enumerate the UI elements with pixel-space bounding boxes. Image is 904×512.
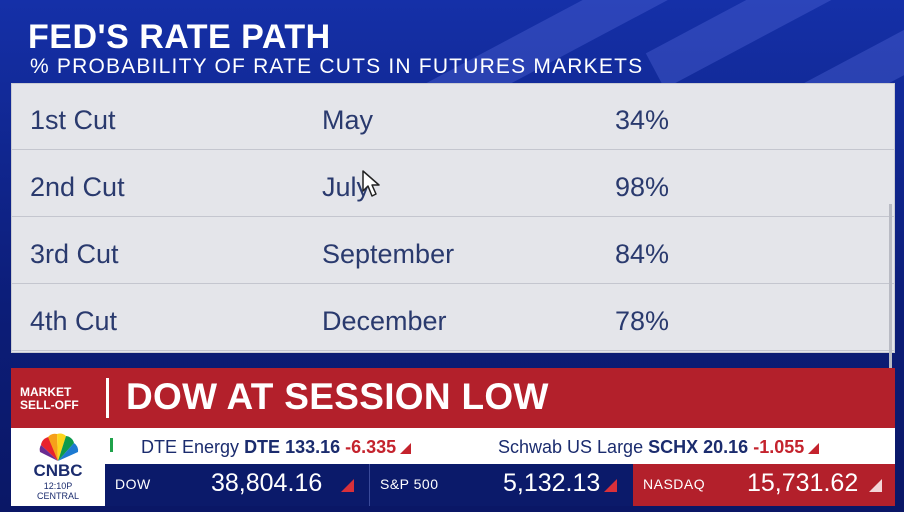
time-value: 12:10P (43, 481, 73, 491)
cut-cell: 2nd Cut (30, 172, 125, 202)
month-cell: July (322, 172, 371, 202)
network-name: CNBC (33, 461, 83, 480)
index-dow: DOW 38,804.16 (105, 464, 369, 506)
index-name: NASDAQ (643, 476, 706, 492)
probability-cell: 34% (615, 105, 670, 135)
down-triangle-icon (341, 479, 354, 492)
time-zone: CENTRAL (36, 491, 79, 501)
pointer-cursor-icon (362, 170, 380, 197)
stock-ticker: DTE Energy DTE 133.16 -6.335 Schwab US L… (105, 428, 895, 464)
cnbc-peacock-icon (39, 433, 79, 461)
page-title: FED'S RATE PATH (28, 18, 331, 56)
month-cell: May (322, 105, 374, 135)
table-row: 4th Cut December 78% (12, 285, 894, 351)
down-triangle-icon (400, 443, 412, 454)
index-value: 38,804.16 (211, 469, 323, 497)
index-name: S&P 500 (380, 476, 439, 492)
ticker-symbol: SCHX (648, 437, 699, 457)
table-row: 2nd Cut July 98% (12, 151, 894, 217)
down-triangle-icon (808, 443, 820, 454)
tag-line-2: SELL-OFF (20, 398, 79, 412)
table-row: 1st Cut May 34% (12, 84, 894, 150)
down-triangle-icon (869, 479, 882, 492)
index-name: DOW (115, 476, 151, 492)
month-cell: September (322, 239, 455, 269)
table-row: 3rd Cut September 84% (12, 218, 894, 284)
lower-third-divider (106, 378, 109, 418)
table-scrollbar[interactable] (889, 204, 892, 414)
cut-cell: 1st Cut (30, 105, 116, 135)
ticker-change: -6.335 (345, 437, 397, 457)
cut-cell: 3rd Cut (30, 239, 119, 269)
down-triangle-icon (604, 479, 617, 492)
probability-cell: 84% (615, 239, 670, 269)
lower-third-headline: DOW AT SESSION LOW (126, 376, 549, 417)
ticker-symbol: DTE (244, 437, 281, 457)
tag-line-1: MARKET (20, 385, 72, 399)
month-cell: December (322, 306, 447, 336)
ticker-company: DTE Energy (141, 437, 240, 457)
probability-cell: 78% (615, 306, 670, 336)
broadcast-time: 12:10P CENTRAL (11, 481, 105, 501)
page-subtitle: % PROBABILITY OF RATE CUTS IN FUTURES MA… (30, 55, 644, 78)
ticker-company: Schwab US Large (498, 437, 644, 457)
network-logo: CNBC 12:10P CENTRAL (11, 428, 105, 506)
ticker-price: 133.16 (285, 437, 341, 457)
cut-cell: 4th Cut (30, 306, 118, 336)
probability-cell: 98% (615, 172, 670, 202)
lower-third-tag: MARKET SELL-OFF (20, 386, 100, 412)
ticker-price: 20.16 (703, 437, 749, 457)
ticker-change: -1.055 (753, 437, 805, 457)
index-sp500: S&P 500 5,132.13 (369, 464, 633, 506)
rate-cut-table: 1st Cut May 34% 2nd Cut July 98% 3rd Cut… (11, 83, 895, 414)
ticker-up-mark (110, 438, 113, 452)
index-nasdaq: NASDAQ 15,731.62 (633, 464, 895, 506)
index-value: 15,731.62 (747, 469, 859, 497)
lower-third-banner: MARKET SELL-OFF DOW AT SESSION LOW (11, 368, 895, 428)
ticker-item: DTE Energy DTE 133.16 -6.335 (141, 428, 412, 464)
ticker-item: Schwab US Large SCHX 20.16 -1.055 (498, 428, 820, 464)
index-value: 5,132.13 (503, 469, 601, 497)
